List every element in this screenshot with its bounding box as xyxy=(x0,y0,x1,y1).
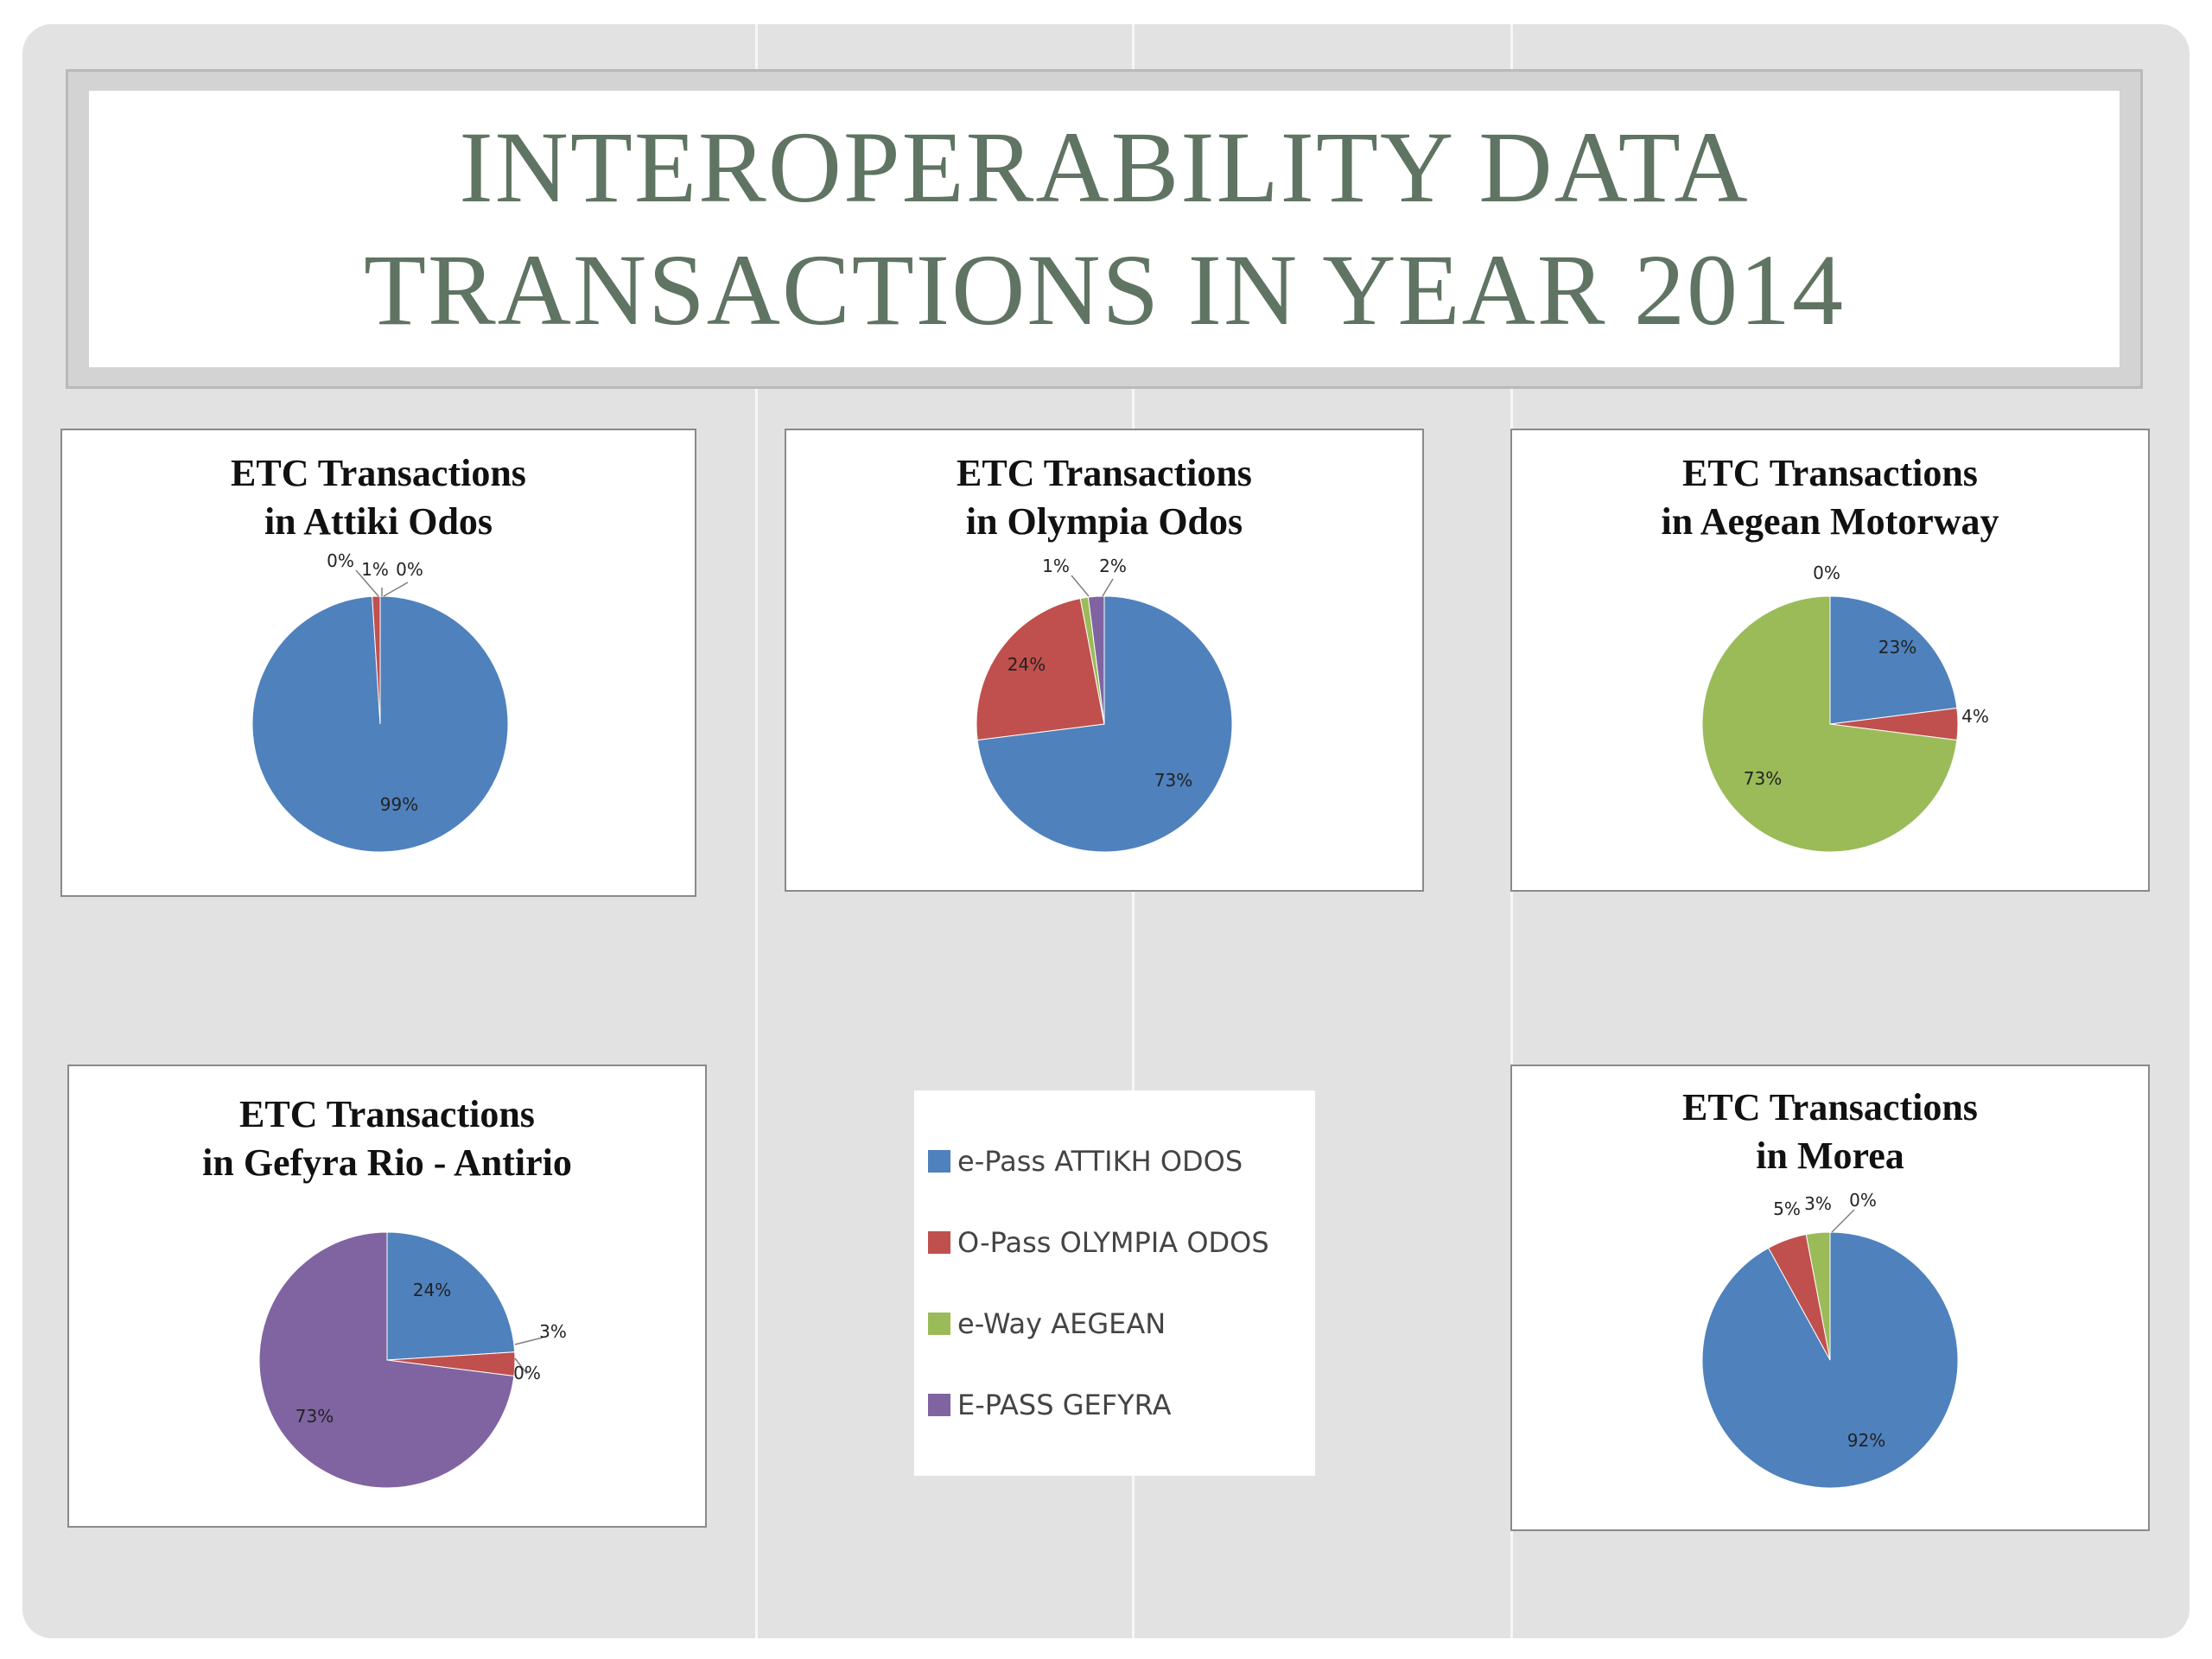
data-label-leader-line xyxy=(514,1357,528,1375)
chart-panel-gefyra-rio-antirio: ETC Transactions in Gefyra Rio - Antirio… xyxy=(67,1065,707,1528)
chart-title-attiki-odos: ETC Transactions in Attiki Odos xyxy=(62,449,695,546)
chart-title-morea: ETC Transactions in Morea xyxy=(1512,1084,2148,1180)
data-label-leader-line xyxy=(383,582,409,597)
chart-panel-aegean-motorway: ETC Transactions in Aegean Motorway 23% 4… xyxy=(1510,429,2150,892)
data-label-leader-line xyxy=(355,569,379,597)
legend-swatch xyxy=(928,1231,950,1254)
data-label-o-pass-olympia-odos: 5% xyxy=(1773,1198,1801,1219)
data-label-e-pass-gefyra: 0% xyxy=(1813,563,1840,583)
chart-panel-attiki-odos: ETC Transactions in Attiki Odos 99% 1% 0% 0… xyxy=(60,429,696,897)
legend-swatch xyxy=(928,1394,950,1416)
data-label-o-pass-olympia-odos: 4% xyxy=(1961,706,1989,727)
pie-slice-e-way-aegean xyxy=(1805,1231,1831,1361)
legend-item-e-pass-gefyra: E-PASS GEFYRA xyxy=(928,1388,1172,1422)
legend-item-o-pass-olympia: O-Pass OLYMPIA ODOS xyxy=(928,1225,1269,1260)
data-label-leader-line xyxy=(1102,578,1114,597)
chart-title-aegean-motorway: ETC Transactions in Aegean Motorway xyxy=(1512,449,2148,546)
pie-chart-olympia-odos: 73% 24% 1% 2% xyxy=(976,556,1233,853)
pie-slice-e-way-aegean xyxy=(1701,595,1958,853)
data-label-e-way-aegean: 0% xyxy=(513,1363,541,1383)
slide-title-line-1: INTEROPERABILITY DATA xyxy=(459,111,1750,224)
background-divider xyxy=(755,24,758,1638)
legend-label: e-Pass ATTIKH ODOS xyxy=(957,1145,1243,1178)
chart-title-line: in Olympia Odos xyxy=(965,500,1243,543)
chart-title-line: in Aegean Motorway xyxy=(1661,500,1999,543)
data-label-e-pass-gefyra: 2% xyxy=(1099,556,1127,576)
data-label-e-way-aegean: 1% xyxy=(1042,556,1070,576)
pie-slice-o-pass-olympia-odos xyxy=(976,598,1105,741)
title-inner: INTEROPERABILITY DATA TRANSACTIONS IN YE… xyxy=(89,91,2120,367)
data-label-e-pass-attikh-odos: 23% xyxy=(1878,637,1916,658)
legend-swatch xyxy=(928,1313,950,1335)
chart-title-line: ETC Transactions xyxy=(1682,452,1978,494)
chart-title-olympia-odos: ETC Transactions in Olympia Odos xyxy=(786,449,1422,546)
legend-label: E-PASS GEFYRA xyxy=(957,1389,1172,1421)
chart-panel-olympia-odos: ETC Transactions in Olympia Odos 73% 24% 1… xyxy=(785,429,1424,892)
data-label-e-pass-gefyra: 0% xyxy=(396,559,423,580)
pie-slice-e-pass-attikh-odos xyxy=(976,595,1233,853)
data-label-leader-line xyxy=(514,1337,543,1345)
pie-slice-e-pass-attikh-odos xyxy=(1829,595,1958,725)
title-box: INTEROPERABILITY DATA TRANSACTIONS IN YE… xyxy=(66,69,2143,389)
chart-title-line: in Attiki Odos xyxy=(264,500,493,543)
data-label-e-pass-gefyra: 0% xyxy=(1849,1190,1877,1211)
data-label-o-pass-olympia-odos: 3% xyxy=(539,1321,567,1342)
pie-slice-e-pass-gefyra xyxy=(1087,595,1105,725)
chart-legend: e-Pass ATTIKH ODOS O-Pass OLYMPIA ODOS e… xyxy=(914,1090,1315,1476)
pie-chart-morea: 92% 5% 3% 0% xyxy=(1701,1190,1959,1489)
chart-title-line: in Morea xyxy=(1756,1135,1904,1177)
pie-slice-e-pass-attikh-odos xyxy=(386,1231,516,1361)
data-label-e-way-aegean: 3% xyxy=(1804,1193,1832,1214)
pie-chart-gefyra-rio-antirio: 24% 3% 0% 73% xyxy=(258,1231,567,1489)
legend-swatch xyxy=(928,1150,950,1173)
pie-chart-attiki-odos: 99% 1% 0% 0% xyxy=(251,550,509,853)
chart-title-line: ETC Transactions xyxy=(239,1093,535,1135)
legend-item-e-pass-attikh: e-Pass ATTIKH ODOS xyxy=(928,1144,1243,1179)
chart-panel-morea: ETC Transactions in Morea 92% 5% 3% 0% xyxy=(1510,1065,2150,1531)
legend-label: O-Pass OLYMPIA ODOS xyxy=(957,1226,1269,1259)
legend-label: e-Way AEGEAN xyxy=(957,1307,1166,1340)
chart-title-line: ETC Transactions xyxy=(231,452,526,494)
pie-slice-e-pass-gefyra xyxy=(258,1231,515,1489)
chart-title-line: ETC Transactions xyxy=(957,452,1252,494)
chart-title-line: ETC Transactions xyxy=(1682,1086,1978,1128)
data-label-e-pass-attikh-odos: 73% xyxy=(1154,770,1192,791)
slide-title-line-2: TRANSACTIONS IN YEAR 2014 xyxy=(363,233,1846,346)
chart-title-gefyra-rio-antirio: ETC Transactions in Gefyra Rio - Antirio xyxy=(69,1090,705,1187)
data-label-e-pass-gefyra: 73% xyxy=(296,1406,334,1427)
legend-item-e-way-aegean: e-Way AEGEAN xyxy=(928,1306,1166,1341)
pie-chart-aegean-motorway: 23% 4% 73% 0% xyxy=(1701,563,1989,853)
data-label-e-way-aegean: 73% xyxy=(1744,768,1782,789)
data-label-e-pass-attikh-odos: 24% xyxy=(413,1280,451,1300)
data-label-o-pass-olympia-odos: 24% xyxy=(1007,654,1046,675)
data-label-e-pass-attikh-odos: 92% xyxy=(1847,1430,1885,1451)
data-label-e-way-aegean: 0% xyxy=(327,550,354,571)
data-label-e-pass-attikh-odos: 99% xyxy=(380,794,418,815)
chart-title-line: in Gefyra Rio - Antirio xyxy=(202,1141,572,1184)
data-label-leader-line xyxy=(1831,1209,1855,1233)
data-label-leader-line xyxy=(1071,575,1090,597)
pie-slice-o-pass-olympia-odos xyxy=(372,595,381,725)
data-label-o-pass-olympia-odos: 1% xyxy=(361,559,389,580)
